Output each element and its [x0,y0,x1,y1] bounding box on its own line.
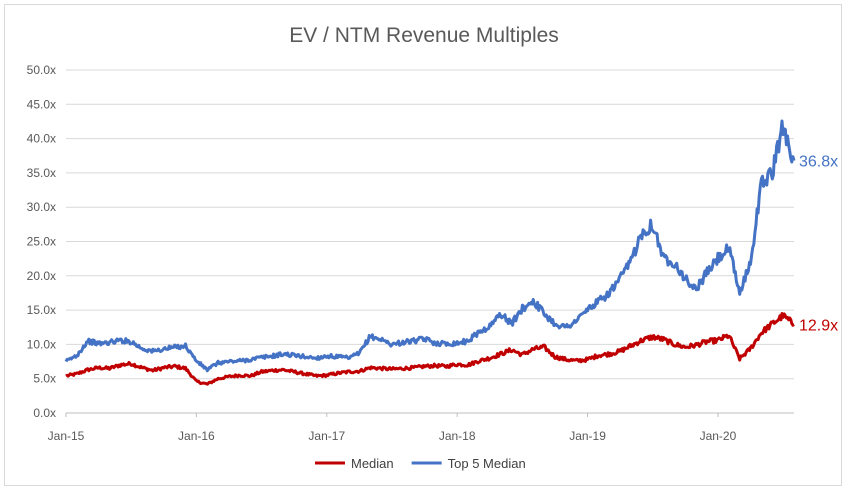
y-tick-label: 15.0x [27,303,56,317]
legend-label: Top 5 Median [448,456,526,471]
series-line-median [65,312,795,386]
x-tick-label: Jan-16 [178,429,215,443]
y-tick-label: 10.0x [27,337,56,351]
y-tick-label: 45.0x [27,97,56,111]
y-axis-tick-labels: 0.0x 5.0x 10.0x 15.0x 20.0x 25.0x 30.0x 35.0x 40… [27,63,56,420]
y-tick-label: 20.0x [27,269,56,283]
series-line-top-5-median [64,119,796,373]
x-tick-label: Jan-19 [569,429,606,443]
legend: Median Top 5 Median [315,456,526,471]
gridlines [66,69,794,414]
chart-title: EV / NTM Revenue Multiples [289,24,559,47]
y-tick-label: 50.0x [27,63,56,77]
x-axis-tick-labels: Jan-15 Jan-16 Jan-17 Jan-18 Jan-19 Jan-20 [48,413,737,443]
x-tick-label: Jan-17 [308,429,345,443]
end-value-labels: 12.9x 36.8x [799,154,838,335]
x-tick-label: Jan-18 [439,429,476,443]
y-tick-label: 40.0x [27,132,56,146]
x-tick-label: Jan-20 [700,429,737,443]
legend-label: Median [351,456,394,471]
y-tick-label: 25.0x [27,235,56,249]
y-tick-label: 0.0x [33,406,56,420]
end-value-label: 12.9x [799,318,838,335]
x-tick-label: Jan-15 [48,429,85,443]
series-lines [64,119,796,386]
y-tick-label: 30.0x [27,200,56,214]
y-tick-label: 5.0x [33,372,56,386]
end-value-label: 36.8x [799,154,838,171]
y-tick-label: 35.0x [27,166,56,180]
chart-frame [4,4,842,486]
